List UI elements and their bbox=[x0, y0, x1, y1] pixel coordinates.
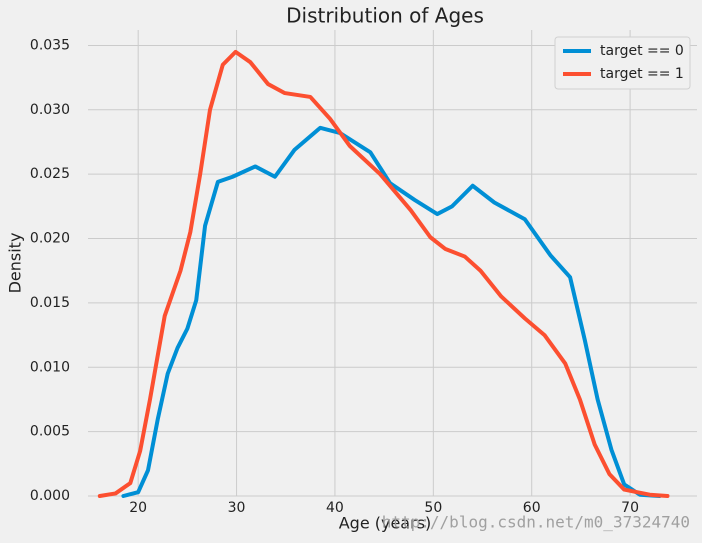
x-axis-label: Age (years) bbox=[339, 514, 432, 533]
x-tick-label: 30 bbox=[228, 500, 246, 516]
x-tick-label: 20 bbox=[129, 500, 147, 516]
y-axis-label: Density bbox=[6, 233, 25, 294]
legend-label: target == 1 bbox=[600, 66, 684, 82]
y-tick-label: 0.030 bbox=[30, 102, 70, 118]
y-tick-label: 0.025 bbox=[30, 166, 70, 182]
y-tick-label: 0.010 bbox=[30, 359, 70, 375]
line bbox=[97, 49, 670, 498]
line bbox=[121, 125, 662, 498]
x-tick-label: 70 bbox=[621, 500, 639, 516]
x-tick-label: 60 bbox=[523, 500, 541, 516]
y-tick-label: 0.020 bbox=[30, 231, 70, 247]
y-tick-label: 0.000 bbox=[30, 488, 70, 504]
x-tick-label: 40 bbox=[326, 500, 344, 516]
chart-title: Distribution of Ages bbox=[286, 4, 484, 28]
watermark: http://blog.csdn.net/m0_37324740 bbox=[382, 513, 690, 532]
y-tick-label: 0.015 bbox=[30, 295, 70, 311]
y-tick-label: 0.005 bbox=[30, 424, 70, 440]
legend-label: target == 0 bbox=[600, 43, 684, 59]
x-tick-label: 50 bbox=[424, 500, 442, 516]
y-tick-label: 0.035 bbox=[30, 37, 70, 53]
